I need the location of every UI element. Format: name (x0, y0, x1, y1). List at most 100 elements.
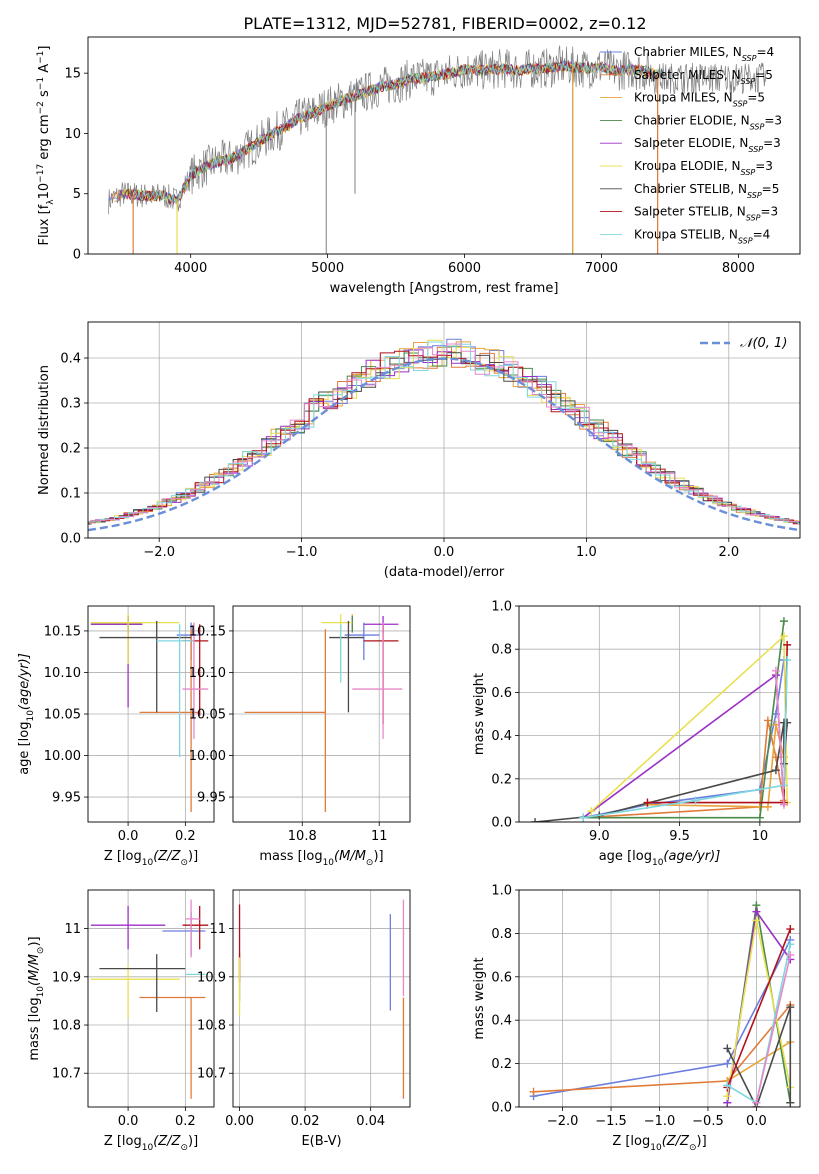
x-tick-label: 6000 (448, 261, 481, 276)
label-part: ⊙ (689, 1143, 697, 1153)
histogram-step-kroupa-elodie (88, 339, 800, 524)
weight-marker (531, 818, 540, 822)
y-tick-label: 0.1 (60, 487, 81, 502)
legend-name: Salpeter ELODIE, N (634, 136, 748, 150)
label-part: λ (46, 199, 56, 205)
axes-residuals: −2.0 −1.0 0.0 1.0 2.0 0.0 0.1 0.2 0.3 0.4 𝒩(0, 1) (… (37, 321, 801, 580)
weight-plot-weight_vs_Z (529, 901, 795, 1107)
legend-sub: SSP (742, 54, 757, 63)
label-part: )] (697, 1134, 707, 1149)
y-axis-label: mass weight (472, 673, 487, 755)
x-tick-label: 9.0 (589, 829, 610, 844)
weight-marker (587, 807, 596, 816)
weight-line-kroupa-stelib (726, 944, 792, 1104)
weight-marker (752, 907, 761, 916)
x-tick-label: −2.0 (143, 545, 175, 560)
weight-line-salpeter-elodie (582, 673, 785, 819)
weight-marker (723, 1059, 732, 1068)
label-part: (Z/Z (662, 1134, 690, 1149)
axes-frame-spectrum (87, 36, 801, 255)
legend-entry: Chabrier STELIB, NSSP=5 (634, 182, 779, 200)
y-tick-label: 1.0 (491, 600, 512, 615)
label-part: )] (27, 936, 42, 946)
weight-line-kroupa-miles (726, 1041, 791, 1082)
x-tick-label: 0.0 (118, 829, 139, 844)
y-tick-label: 0.2 (491, 1057, 512, 1072)
legend-name: Kroupa STELIB, N (634, 227, 738, 241)
y-tick-label: 11 (209, 922, 226, 937)
legend-sub: SSP (746, 213, 761, 222)
y-axis-label: Normed distribution (37, 365, 52, 495)
label-part: −2 (36, 101, 46, 114)
label-part: Flux [f (37, 204, 52, 245)
axes-frame-mass_vs_ebv (232, 889, 411, 1108)
label-part: (M/M (27, 954, 42, 986)
x-tick-label: 9.5 (669, 829, 690, 844)
y-tick-label: 0.8 (491, 927, 512, 942)
x-tick-label: 8000 (722, 261, 755, 276)
label-part: mass [log (27, 997, 42, 1060)
label-part: ] (37, 46, 52, 51)
y-tick-label: 0.0 (491, 816, 512, 831)
errorbar-plot-age_vs_mass (244, 614, 403, 813)
y-tick-label: 10.9 (52, 970, 81, 985)
legend-count: =5 (755, 68, 773, 82)
spectrum-data-line (108, 45, 767, 215)
x-tick-label: 0.2 (175, 1114, 196, 1129)
weight-marker (779, 632, 788, 641)
weight-marker (579, 813, 588, 822)
x-tick-label: 0.00 (225, 1114, 254, 1129)
x-tick-label: −0.5 (692, 1114, 724, 1129)
y-tick-label: 10.15 (189, 624, 226, 639)
legend-count: =3 (760, 205, 778, 219)
y-tick-label: 11 (64, 922, 81, 937)
x-axis-label: age [log10(age/yr)] (599, 849, 721, 868)
legend-entry: Salpeter STELIB, NSSP=3 (634, 205, 778, 223)
axes-frame-mass_vs_Z (87, 889, 215, 1108)
label-part: Z [log (104, 849, 142, 864)
spectrum-plot (108, 45, 767, 254)
axes-frame-weight_vs_age (518, 605, 801, 823)
y-tick-label: 10.7 (197, 1067, 226, 1082)
weight-marker (723, 1092, 732, 1101)
legend-count: =4 (756, 45, 774, 59)
y-tick-label: 0.4 (491, 1014, 512, 1029)
weight-line-salpeter-miles (533, 1004, 791, 1093)
y-axis-label: mass [log10(M/M⊙)] (27, 936, 46, 1060)
y-tick-label: 9.95 (52, 791, 81, 806)
weight-marker (763, 716, 772, 725)
x-tick-label: 1.0 (576, 545, 597, 560)
label-part: (Z/Z (153, 849, 181, 864)
x-axis-label: Z [log10(Z/Z⊙)] (104, 1134, 198, 1153)
y-tick-label: 10.15 (44, 624, 81, 639)
y-tick-label: 1.0 (491, 884, 512, 899)
y-tick-label: 0.3 (60, 397, 81, 412)
label-part: −1 (36, 51, 46, 64)
legend-sub: SSP (733, 99, 748, 108)
legend-sub: SSP (738, 236, 753, 245)
y-axis-label: mass weight (472, 957, 487, 1039)
model-line-kroupa-stelib (130, 61, 664, 205)
x-tick-label: 0.0 (746, 1114, 767, 1129)
y-tick-label: 10.10 (189, 666, 226, 681)
x-tick-label: 10.8 (288, 829, 317, 844)
y-tick-label: 10.05 (44, 708, 81, 723)
y-tick-label: 0.6 (491, 686, 512, 701)
legend-count: =3 (763, 136, 781, 150)
figure-title: PLATE=1312, MJD=52781, FIBERID=0002, z=0… (243, 14, 646, 33)
y-tick-label: 0.4 (491, 729, 512, 744)
label-part: 10 (652, 858, 664, 868)
weight-marker (755, 813, 764, 822)
label-part: (Z/Z (153, 1134, 181, 1149)
y-tick-label: 10 (64, 127, 81, 142)
x-tick-label: 10 (752, 829, 769, 844)
legend-name: Salpeter STELIB, N (634, 205, 746, 219)
gaussian-curve (88, 357, 800, 532)
histogram-plot (88, 338, 800, 532)
label-part: 10 (323, 858, 335, 868)
weight-marker (786, 1098, 795, 1107)
legend-count: =5 (762, 182, 780, 196)
